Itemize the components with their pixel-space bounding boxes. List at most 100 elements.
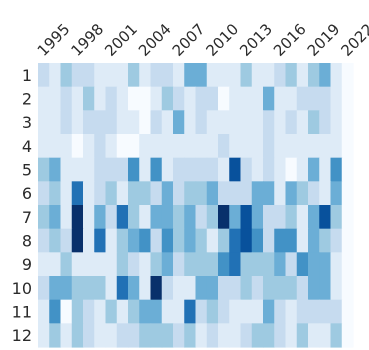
heatmap-cell [218,228,230,253]
heatmap-cell [229,205,242,230]
heatmap-cell [296,63,309,88]
heatmap-cell [341,63,354,88]
heatmap-cell [150,181,163,206]
heatmap-cell [38,181,50,206]
heatmap-cell [308,134,320,159]
heatmap-cell [139,228,152,253]
heatmap-cell [330,252,343,277]
heatmap-cell [319,323,332,348]
heatmap-cell [105,86,118,111]
heatmap-cell [139,134,152,159]
heatmap-cell [173,110,185,135]
heatmap-cell [38,299,50,324]
heatmap-cell [116,110,129,135]
heatmap-cell [139,299,152,324]
x-tick-label: 2007 [169,20,209,60]
heatmap-cell [128,276,140,301]
heatmap-cell [319,228,332,253]
heatmap-cell [308,86,320,111]
heatmap-cell [60,228,73,253]
y-tick-label: 6 [22,184,32,203]
x-tick-label: 1995 [34,20,74,60]
heatmap-cell [341,110,354,135]
heatmap-cell [308,276,320,301]
heatmap-cell [116,134,129,159]
heatmap-cell [116,276,129,301]
heatmap-cell [71,252,84,277]
heatmap-cell [173,134,185,159]
x-tick-label: 1998 [67,20,107,60]
heatmap-cell [49,157,62,182]
heatmap-cell [206,134,219,159]
heatmap-cell [285,299,298,324]
heatmap-cell [94,323,107,348]
heatmap-cell [184,323,197,348]
heatmap-cell [319,276,332,301]
heatmap-cell [251,323,264,348]
heatmap-cell [105,276,118,301]
heatmap-cell [139,63,152,88]
heatmap-cell [60,252,73,277]
heatmap-cell [251,228,264,253]
heatmap-cell [218,134,230,159]
heatmap-cell [229,134,242,159]
heatmap-cell [330,276,343,301]
heatmap-cell [116,205,129,230]
heatmap-cell [94,299,107,324]
heatmap-cell [195,228,208,253]
heatmap-cell [195,181,208,206]
heatmap-cell [274,134,287,159]
heatmap-cell [263,205,275,230]
heatmap-cell [229,252,242,277]
heatmap-cell [263,157,275,182]
heatmap-cell [330,157,343,182]
heatmap-cell [240,134,253,159]
heatmap-cell [263,228,275,253]
heatmap-cell [251,86,264,111]
x-tick-label: 2016 [270,20,310,60]
heatmap-cell [319,86,332,111]
heatmap-cell [105,63,118,88]
heatmap-cell [94,181,107,206]
heatmap-cell [94,86,107,111]
heatmap-cell [229,86,242,111]
heatmap-cell [173,323,185,348]
heatmap-cell [206,228,219,253]
x-tick-label: 2010 [202,20,242,60]
heatmap-cell [341,252,354,277]
heatmap-cell [38,276,50,301]
heatmap-cell [38,63,50,88]
heatmap-cell [229,181,242,206]
heatmap-cell [251,299,264,324]
heatmap-cell [161,252,174,277]
heatmap-cell [71,134,84,159]
heatmap-cell [173,252,185,277]
heatmap-cell [263,86,275,111]
x-tick-label: 2022 [337,20,369,60]
y-tick-label: 4 [22,137,32,156]
heatmap-cell [218,205,230,230]
heatmap-cell [308,181,320,206]
heatmap-cell [195,276,208,301]
heatmap-cell [285,205,298,230]
heatmap-cell [229,63,242,88]
heatmap-cell [274,252,287,277]
heatmap-cell [38,252,50,277]
heatmap-cell [38,205,50,230]
heatmap-cell [341,276,354,301]
heatmap-cell [83,276,95,301]
heatmap-cell [105,299,118,324]
heatmap-cell [150,228,163,253]
heatmap-cell [274,110,287,135]
heatmap-cell [139,276,152,301]
heatmap-cell [296,86,309,111]
heatmap-cell [71,110,84,135]
heatmap-cell [105,323,118,348]
heatmap-cell [128,157,140,182]
heatmap-cell [161,110,174,135]
heatmap-cell [296,276,309,301]
heatmap-cell [60,299,73,324]
heatmap-cell [274,181,287,206]
heatmap-cell [38,110,50,135]
